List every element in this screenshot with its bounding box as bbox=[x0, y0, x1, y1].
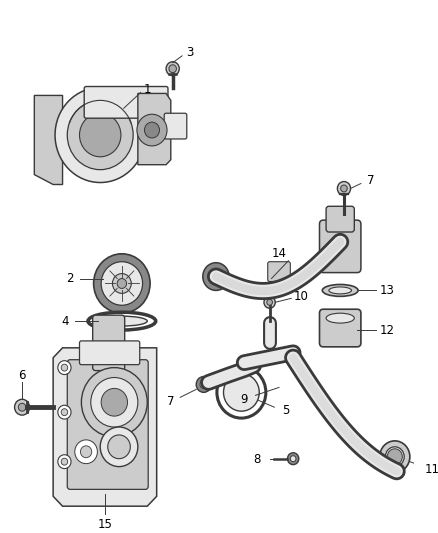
Circle shape bbox=[80, 113, 121, 157]
Circle shape bbox=[67, 100, 133, 169]
Circle shape bbox=[101, 389, 127, 416]
Circle shape bbox=[196, 376, 211, 392]
Circle shape bbox=[100, 427, 138, 466]
Text: 5: 5 bbox=[282, 403, 290, 417]
Text: 1: 1 bbox=[144, 83, 151, 96]
Circle shape bbox=[145, 122, 159, 138]
FancyBboxPatch shape bbox=[326, 206, 354, 232]
Ellipse shape bbox=[380, 441, 410, 473]
Ellipse shape bbox=[99, 346, 118, 360]
Text: 4: 4 bbox=[62, 314, 69, 328]
Circle shape bbox=[166, 62, 179, 76]
Circle shape bbox=[14, 399, 30, 415]
Text: 2: 2 bbox=[66, 272, 74, 285]
Circle shape bbox=[75, 440, 97, 464]
Polygon shape bbox=[138, 93, 171, 165]
Text: 6: 6 bbox=[18, 369, 26, 382]
Circle shape bbox=[200, 381, 208, 389]
Circle shape bbox=[341, 185, 347, 192]
FancyBboxPatch shape bbox=[80, 341, 140, 365]
Circle shape bbox=[290, 456, 296, 462]
Text: 11: 11 bbox=[425, 463, 438, 476]
Circle shape bbox=[94, 254, 150, 313]
Circle shape bbox=[108, 435, 131, 459]
Circle shape bbox=[55, 87, 145, 182]
Ellipse shape bbox=[326, 313, 354, 323]
Circle shape bbox=[203, 263, 229, 290]
FancyBboxPatch shape bbox=[319, 220, 361, 272]
Circle shape bbox=[337, 182, 350, 196]
Text: 10: 10 bbox=[293, 290, 308, 303]
Polygon shape bbox=[53, 348, 157, 506]
Circle shape bbox=[212, 272, 220, 280]
Ellipse shape bbox=[322, 285, 358, 296]
Circle shape bbox=[264, 296, 275, 308]
Circle shape bbox=[61, 458, 68, 465]
Circle shape bbox=[113, 273, 131, 293]
Circle shape bbox=[18, 403, 26, 411]
Circle shape bbox=[58, 361, 71, 375]
Circle shape bbox=[117, 279, 127, 288]
Text: 3: 3 bbox=[186, 46, 193, 59]
Circle shape bbox=[61, 364, 68, 371]
FancyBboxPatch shape bbox=[93, 315, 125, 370]
Ellipse shape bbox=[223, 374, 259, 411]
Text: 8: 8 bbox=[254, 453, 261, 466]
Text: 7: 7 bbox=[167, 395, 175, 408]
FancyBboxPatch shape bbox=[268, 262, 290, 281]
Ellipse shape bbox=[385, 447, 404, 466]
Circle shape bbox=[58, 455, 71, 469]
Text: 13: 13 bbox=[380, 284, 395, 297]
Circle shape bbox=[208, 269, 223, 285]
FancyBboxPatch shape bbox=[164, 113, 187, 139]
Circle shape bbox=[101, 262, 142, 305]
Circle shape bbox=[81, 368, 147, 437]
Text: 15: 15 bbox=[98, 518, 113, 530]
Text: 9: 9 bbox=[240, 393, 248, 406]
Text: 12: 12 bbox=[380, 324, 395, 336]
Circle shape bbox=[61, 409, 68, 416]
FancyBboxPatch shape bbox=[319, 309, 361, 347]
Circle shape bbox=[169, 64, 177, 72]
Circle shape bbox=[91, 377, 138, 427]
Polygon shape bbox=[34, 95, 63, 184]
Circle shape bbox=[81, 446, 92, 458]
Circle shape bbox=[58, 405, 71, 419]
Circle shape bbox=[387, 449, 403, 465]
Circle shape bbox=[287, 453, 299, 465]
Ellipse shape bbox=[96, 316, 147, 326]
Text: 7: 7 bbox=[367, 174, 374, 187]
Circle shape bbox=[267, 300, 272, 305]
Circle shape bbox=[137, 114, 167, 146]
FancyBboxPatch shape bbox=[67, 360, 148, 489]
Ellipse shape bbox=[329, 287, 352, 294]
FancyBboxPatch shape bbox=[84, 86, 168, 118]
Text: 14: 14 bbox=[272, 247, 286, 260]
